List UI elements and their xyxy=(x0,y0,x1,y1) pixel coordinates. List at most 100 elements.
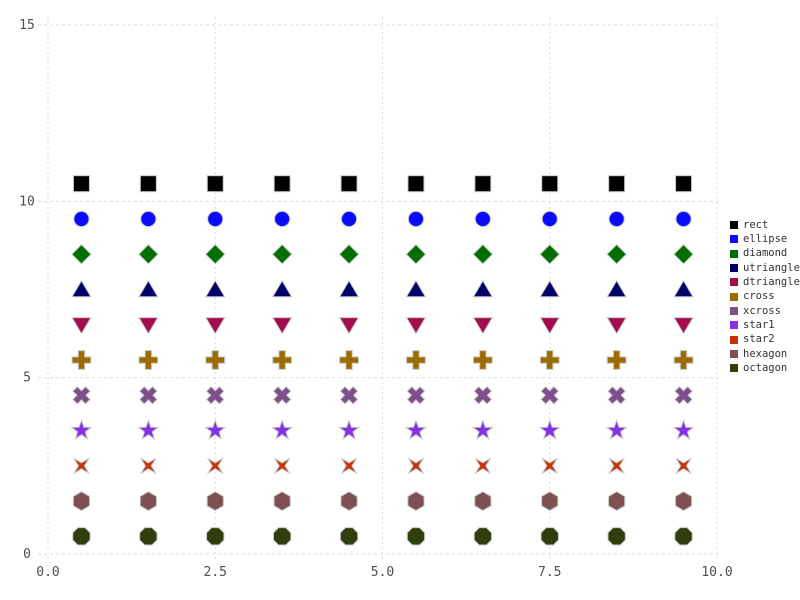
legend-swatch-rect xyxy=(730,221,738,230)
legend-item-octagon: octagon xyxy=(730,361,800,375)
legend-item-diamond: diamond xyxy=(730,247,800,261)
marker-star2 xyxy=(340,457,358,474)
legend-item-hexagon: hexagon xyxy=(730,347,800,361)
marker-hexagon xyxy=(72,491,91,512)
marker-star1 xyxy=(137,418,160,441)
x-tick-label: 0.0 xyxy=(36,565,59,580)
legend-swatch-xcross xyxy=(730,306,738,315)
legend-item-star2: star2 xyxy=(730,332,800,346)
marker-utriangle xyxy=(271,279,293,298)
marker-cross xyxy=(138,350,159,370)
series-xcross xyxy=(72,385,693,405)
marker-utriangle xyxy=(138,279,159,298)
marker-ellipse xyxy=(541,210,558,228)
x-tick-label: 5.0 xyxy=(371,565,394,580)
legend-item-rect: rect xyxy=(730,218,800,232)
legend-label: octagon xyxy=(743,361,788,374)
legend-item-utriangle: utriangle xyxy=(730,261,800,275)
marker-octagon xyxy=(206,527,225,546)
legend-label: xcross xyxy=(743,304,781,317)
marker-dtriangle xyxy=(539,317,561,335)
legend-label: star1 xyxy=(743,318,775,331)
marker-hexagon xyxy=(273,491,291,512)
marker-cross xyxy=(606,350,627,370)
marker-star2 xyxy=(407,457,425,474)
marker-diamond xyxy=(338,243,360,265)
marker-utriangle xyxy=(338,279,360,298)
marker-ellipse xyxy=(274,210,291,228)
y-tick-label: 10 xyxy=(19,194,35,209)
series-star2 xyxy=(73,457,692,474)
series-ellipse xyxy=(73,210,692,228)
marker-xcross xyxy=(674,385,693,405)
marker-dtriangle xyxy=(338,317,360,335)
marker-octagon xyxy=(674,527,693,546)
series-star1 xyxy=(70,418,695,441)
marker-star2 xyxy=(207,457,224,474)
y-tick-label: 5 xyxy=(23,371,31,386)
marker-diamond xyxy=(405,243,427,265)
marker-ellipse xyxy=(140,210,157,228)
marker-dtriangle xyxy=(472,317,494,335)
marker-rect xyxy=(675,175,693,193)
marker-star1 xyxy=(204,418,227,441)
legend-label: star2 xyxy=(743,333,775,346)
marker-star1 xyxy=(672,418,695,441)
marker-octagon xyxy=(473,527,493,546)
marker-xcross xyxy=(139,385,158,405)
legend-label: hexagon xyxy=(743,347,788,360)
marker-rect xyxy=(541,175,559,193)
marker-utriangle xyxy=(606,279,627,298)
marker-ellipse xyxy=(407,210,425,228)
marker-octagon xyxy=(272,527,292,546)
x-tick-label: 10.0 xyxy=(701,565,732,580)
marker-utriangle xyxy=(539,279,561,298)
legend-label: cross xyxy=(743,290,775,303)
marker-rect xyxy=(206,175,224,193)
legend-item-star1: star1 xyxy=(730,318,800,332)
marker-hexagon xyxy=(139,491,157,512)
marker-cross xyxy=(406,350,426,370)
marker-cross xyxy=(539,350,560,370)
marker-star1 xyxy=(605,418,628,441)
marker-star1 xyxy=(70,418,93,441)
series-cross xyxy=(71,350,694,370)
marker-octagon xyxy=(339,527,359,546)
marker-star2 xyxy=(675,457,692,474)
legend-label: utriangle xyxy=(743,261,800,274)
marker-rect xyxy=(407,175,425,193)
marker-ellipse xyxy=(474,210,491,228)
marker-hexagon xyxy=(608,491,626,512)
marker-ellipse xyxy=(340,210,358,228)
marker-xcross xyxy=(473,385,493,405)
legend-item-cross: cross xyxy=(730,289,800,303)
y-tick-label: 15 xyxy=(19,18,35,33)
marker-hexagon xyxy=(674,491,693,512)
series-diamond xyxy=(71,243,694,265)
marker-xcross xyxy=(339,385,359,405)
marker-hexagon xyxy=(407,491,425,512)
series-octagon xyxy=(72,527,693,546)
marker-diamond xyxy=(472,243,494,265)
legend-swatch-star2 xyxy=(730,335,738,344)
marker-octagon xyxy=(540,527,559,546)
marker-star1 xyxy=(337,418,361,441)
marker-dtriangle xyxy=(673,317,694,335)
marker-xcross xyxy=(540,385,560,405)
marker-hexagon xyxy=(206,491,224,512)
marker-cross xyxy=(205,350,226,370)
x-tick-label: 7.5 xyxy=(538,565,561,580)
legend-swatch-star1 xyxy=(730,321,738,330)
legend-label: dtriangle xyxy=(743,276,800,289)
marker-rect xyxy=(273,175,291,193)
marker-rect xyxy=(474,175,492,193)
x-tick-label: 2.5 xyxy=(204,565,227,580)
y-tick-label: 0 xyxy=(23,547,31,562)
series-utriangle xyxy=(71,279,694,298)
legend-swatch-hexagon xyxy=(730,349,738,358)
marker-rect xyxy=(139,175,157,193)
legend-item-dtriangle: dtriangle xyxy=(730,275,800,289)
marker-dtriangle xyxy=(71,317,92,335)
marker-star1 xyxy=(538,418,561,441)
